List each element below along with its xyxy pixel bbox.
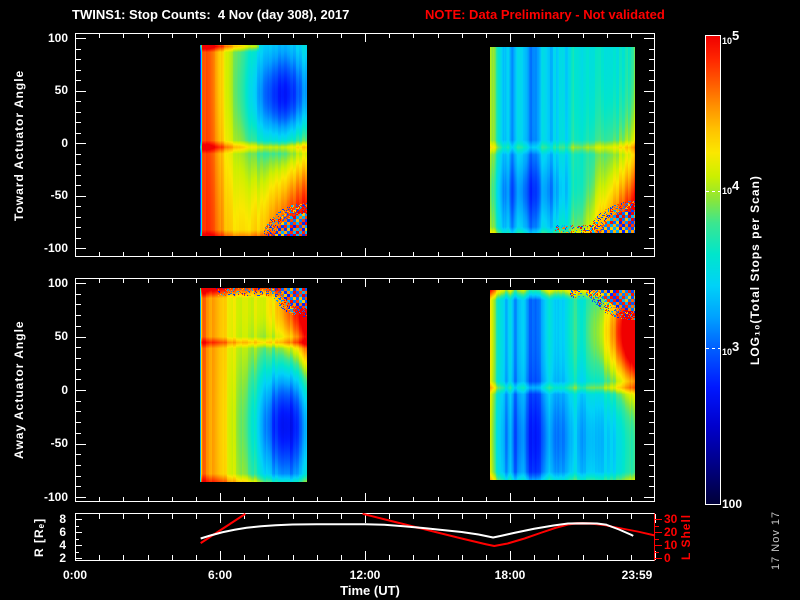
away-ytick-0: 0 [61, 383, 68, 397]
colorbar-axis-label: LOG₁₀(Total Stops per Scan) [748, 175, 762, 365]
xtick-1200: 12:00 [349, 568, 381, 582]
colorbar-tick-1e4: 104 [722, 179, 739, 198]
orbit-r-lshell-panel [75, 513, 667, 561]
xtick-0600: 6:00 [207, 568, 233, 582]
colorbar-tick-1e3-base: 10 [722, 347, 733, 357]
colorbar-tick-1e4-base: 10 [722, 186, 733, 196]
page-title: TWINS1: Stop Counts: 4 Nov (day 308), 20… [72, 7, 350, 22]
toward-ytick-0: 0 [61, 136, 68, 150]
lshell-tick-0: 0 [664, 551, 671, 565]
lshell-tick-30: 30 [664, 512, 678, 526]
preliminary-note: NOTE: Data Preliminary - Not validated [425, 7, 665, 22]
colorbar-tick-100-base: 100 [722, 497, 743, 511]
colorbar-tick-1e4-exp: 4 [732, 178, 740, 193]
toward-ytick-100: 100 [47, 31, 68, 45]
xtick-1800: 18:00 [494, 568, 526, 582]
toward-spectrogram-panel [75, 33, 655, 257]
away-ytick-50: 50 [54, 329, 68, 343]
toward-ytick-50: 50 [54, 83, 68, 97]
colorbar-tick-1e3-exp: 3 [732, 339, 740, 354]
colorbar-tick-1e5-base: 10 [722, 36, 733, 46]
r-tick-4: 4 [59, 538, 66, 552]
r-axis-label: R [Rₑ] [32, 517, 46, 557]
colorbar [705, 35, 721, 505]
colorbar-tick-1e3: 103 [722, 340, 739, 359]
time-axis-title: Time (UT) [340, 583, 400, 598]
away-ytick-100: 100 [47, 276, 68, 290]
r-tick-6: 6 [59, 525, 66, 539]
colorbar-tick-1e5: 105 [722, 29, 739, 48]
colorbar-tick-1e5-exp: 5 [732, 28, 740, 43]
away-axis-label: Away Actuator Angle [12, 320, 26, 460]
r-tick-2: 2 [59, 551, 66, 565]
colorbar-tick-100: 100 [722, 493, 742, 511]
away-ytick-m100: -100 [43, 490, 68, 504]
xtick-2359: 23:59 [621, 568, 653, 582]
r-tick-8: 8 [59, 512, 66, 526]
xtick-0000: 0:00 [62, 568, 88, 582]
lshell-tick-20: 20 [664, 525, 678, 539]
away-spectrogram-panel [75, 278, 655, 502]
lshell-tick-10: 10 [664, 538, 678, 552]
away-ytick-m50: -50 [50, 436, 68, 450]
toward-ytick-m100: -100 [43, 241, 68, 255]
plot-date-stamp: 17 Nov 17 [770, 510, 782, 571]
toward-axis-label: Toward Actuator Angle [12, 69, 26, 221]
toward-ytick-m50: -50 [50, 188, 68, 202]
